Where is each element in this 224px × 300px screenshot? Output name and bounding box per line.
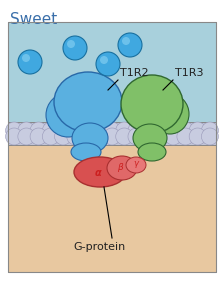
Circle shape bbox=[122, 37, 130, 45]
Text: Sweet: Sweet bbox=[10, 12, 57, 27]
Circle shape bbox=[153, 122, 169, 139]
Ellipse shape bbox=[151, 94, 189, 134]
Ellipse shape bbox=[46, 93, 90, 137]
Ellipse shape bbox=[54, 72, 122, 132]
Circle shape bbox=[30, 128, 47, 145]
Circle shape bbox=[79, 128, 96, 145]
Circle shape bbox=[177, 128, 194, 145]
Circle shape bbox=[140, 128, 157, 145]
Circle shape bbox=[128, 122, 145, 139]
Circle shape bbox=[201, 128, 218, 145]
Bar bbox=[8, 145, 216, 272]
Circle shape bbox=[116, 122, 133, 139]
Circle shape bbox=[6, 122, 23, 139]
Ellipse shape bbox=[138, 143, 166, 161]
Circle shape bbox=[67, 128, 84, 145]
Circle shape bbox=[55, 122, 71, 139]
Ellipse shape bbox=[74, 157, 126, 187]
Circle shape bbox=[116, 128, 133, 145]
Circle shape bbox=[42, 122, 59, 139]
Circle shape bbox=[91, 128, 108, 145]
Text: α: α bbox=[95, 168, 101, 178]
Circle shape bbox=[6, 128, 23, 145]
Ellipse shape bbox=[107, 156, 137, 180]
Circle shape bbox=[201, 122, 218, 139]
Text: γ: γ bbox=[134, 158, 138, 167]
Bar bbox=[8, 22, 216, 272]
Text: β: β bbox=[117, 164, 123, 172]
Ellipse shape bbox=[133, 124, 167, 152]
Circle shape bbox=[128, 128, 145, 145]
Circle shape bbox=[67, 40, 75, 48]
Circle shape bbox=[55, 128, 71, 145]
Circle shape bbox=[103, 122, 121, 139]
Text: G-protein: G-protein bbox=[74, 242, 126, 252]
Circle shape bbox=[67, 122, 84, 139]
Text: T1R2: T1R2 bbox=[120, 68, 149, 78]
Circle shape bbox=[79, 122, 96, 139]
Bar bbox=[8, 122, 216, 145]
Circle shape bbox=[100, 56, 108, 64]
Circle shape bbox=[118, 33, 142, 57]
Circle shape bbox=[18, 50, 42, 74]
Circle shape bbox=[189, 128, 206, 145]
Circle shape bbox=[177, 122, 194, 139]
Ellipse shape bbox=[121, 75, 183, 133]
Circle shape bbox=[91, 122, 108, 139]
Circle shape bbox=[18, 122, 35, 139]
Ellipse shape bbox=[72, 123, 108, 153]
Circle shape bbox=[96, 52, 120, 76]
Circle shape bbox=[30, 122, 47, 139]
Circle shape bbox=[22, 54, 30, 62]
Circle shape bbox=[165, 128, 182, 145]
Circle shape bbox=[63, 36, 87, 60]
Circle shape bbox=[42, 128, 59, 145]
Circle shape bbox=[165, 122, 182, 139]
Circle shape bbox=[189, 122, 206, 139]
Circle shape bbox=[103, 128, 121, 145]
Bar bbox=[8, 22, 216, 122]
Circle shape bbox=[140, 122, 157, 139]
Circle shape bbox=[153, 128, 169, 145]
Ellipse shape bbox=[71, 143, 101, 161]
Ellipse shape bbox=[126, 157, 146, 173]
Circle shape bbox=[18, 128, 35, 145]
Text: T1R3: T1R3 bbox=[175, 68, 203, 78]
